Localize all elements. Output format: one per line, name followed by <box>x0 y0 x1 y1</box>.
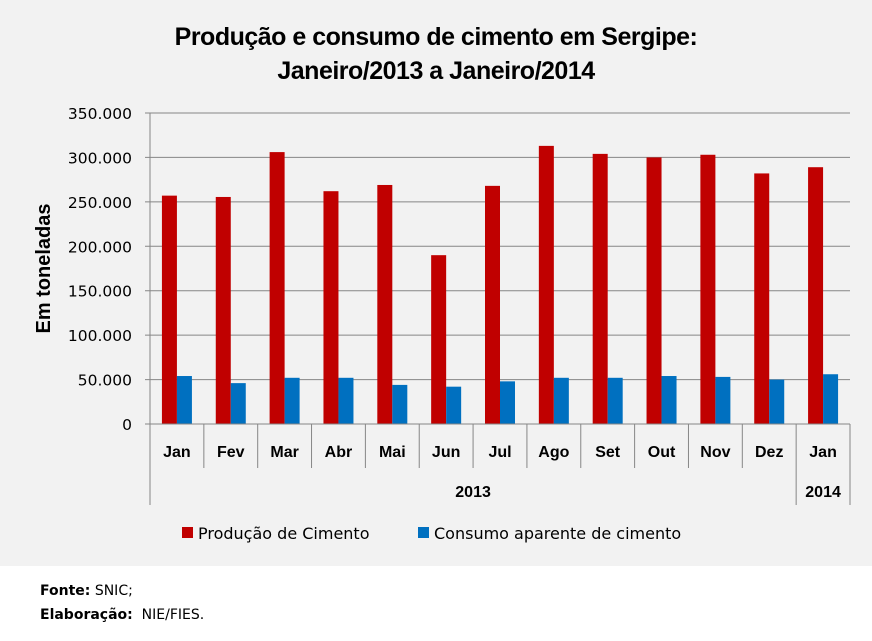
chart-plot: 0 50.000 100.000 150.000 200.000 250.000 300.0… <box>33 105 851 543</box>
bar-producao <box>808 167 824 424</box>
x-tick-label: Mar <box>270 444 298 461</box>
y-tick-label: 100.000 <box>68 327 132 345</box>
bar-consumo <box>607 377 623 424</box>
bar-consumo <box>284 377 300 424</box>
x-tick-label: Jan <box>163 444 191 461</box>
x-tick-label: Jan <box>809 444 837 461</box>
bar-producao <box>700 154 716 424</box>
credit-value: NIE/FIES. <box>132 607 205 623</box>
bar-producao <box>161 195 177 424</box>
bar-consumo <box>392 384 408 424</box>
bar-producao <box>377 184 393 424</box>
bar-consumo <box>823 374 839 424</box>
bar-consumo <box>500 381 515 424</box>
x-tick-label: Nov <box>700 444 730 461</box>
bar-producao <box>215 196 231 424</box>
bar-producao <box>538 145 554 424</box>
y-tick-label: 350.000 <box>68 105 132 123</box>
bar-consumo <box>338 377 354 424</box>
x-tick-label: Ago <box>538 444 569 461</box>
bar-consumo <box>230 383 246 424</box>
x-group-label: 2013 <box>455 484 491 501</box>
chart-title-line-2: Janeiro/2013 a Janeiro/2014 <box>277 57 595 85</box>
y-tick-label: 200.000 <box>68 238 132 256</box>
source-value: SNIC; <box>90 583 133 599</box>
bar-producao <box>269 152 285 424</box>
y-tick-label: 250.000 <box>68 194 132 212</box>
x-tick-label: Mai <box>379 444 406 461</box>
bar-consumo <box>176 376 192 424</box>
bar-producao <box>485 185 500 424</box>
bar-consumo <box>446 386 462 424</box>
y-tick-label: 50.000 <box>78 372 132 390</box>
x-tick-label: Fev <box>217 444 245 461</box>
y-tick-label: 300.000 <box>68 149 132 167</box>
y-tick-label: 0 <box>122 416 132 434</box>
x-tick-label: Out <box>648 444 676 461</box>
x-tick-label: Abr <box>325 444 353 461</box>
bar-consumo <box>553 377 569 424</box>
x-tick-label: Jun <box>432 444 460 461</box>
x-tick-label: Set <box>595 444 621 461</box>
legend-label: Consumo aparente de cimento <box>434 524 681 543</box>
chart-title: Produção e consumo de cimento em Sergipe… <box>0 20 872 88</box>
credit-line: Elaboração: NIE/FIES. <box>40 603 204 627</box>
bar-producao <box>592 153 608 425</box>
bar-producao <box>754 173 770 424</box>
bar-consumo <box>715 376 731 424</box>
bar-producao <box>323 191 339 424</box>
source-label: Fonte: <box>40 583 91 599</box>
y-tick-label: 150.000 <box>68 283 132 301</box>
x-tick-label: Dez <box>755 444 783 461</box>
chart-title-line-1: Produção e consumo de cimento em Sergipe… <box>174 23 698 51</box>
legend-swatch <box>182 527 193 538</box>
x-tick-label: Jul <box>488 444 511 461</box>
credit-label: Elaboração: <box>40 607 133 623</box>
legend-swatch <box>418 527 429 538</box>
footer: Fonte: SNIC; Elaboração: NIE/FIES. <box>40 579 204 627</box>
bar-consumo <box>661 376 677 424</box>
legend-label: Produção de Cimento <box>198 524 370 543</box>
y-axis-label: Em toneladas <box>33 203 55 333</box>
x-group-label: 2014 <box>805 484 841 501</box>
source-line: Fonte: SNIC; <box>40 579 204 603</box>
bar-producao <box>431 255 447 424</box>
chart-area: Produção e consumo de cimento em Sergipe… <box>0 0 872 566</box>
bar-producao <box>646 157 662 424</box>
bar-consumo <box>769 379 785 424</box>
